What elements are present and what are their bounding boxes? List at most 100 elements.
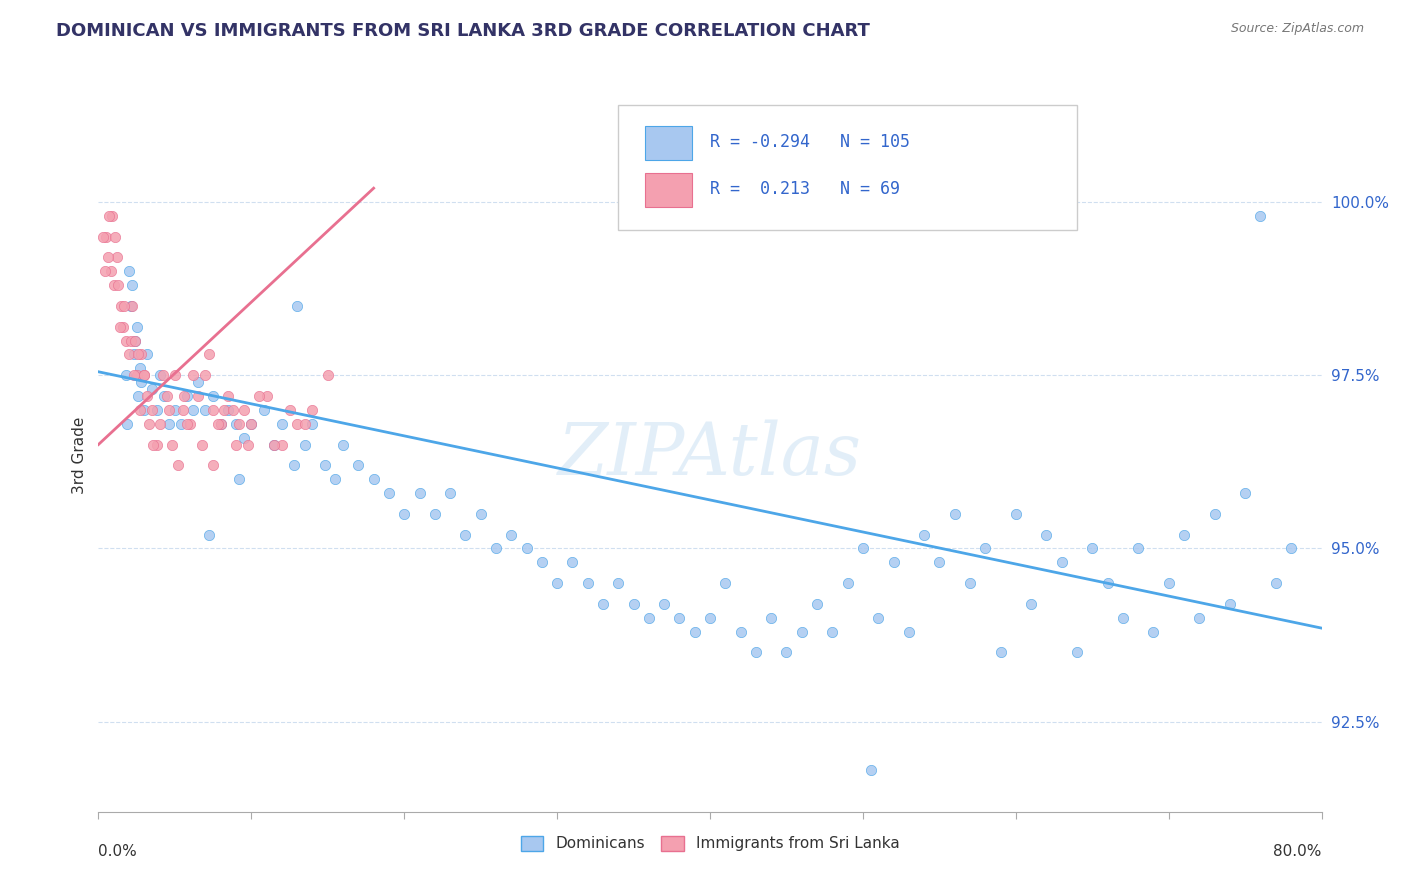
Point	[516, 541, 538, 556]
Point	[191, 437, 214, 451]
Point	[94, 229, 117, 244]
Point	[134, 368, 156, 383]
Point	[943, 507, 966, 521]
Point	[530, 555, 553, 569]
Text: ZIPAtlas: ZIPAtlas	[558, 419, 862, 491]
Point	[160, 437, 183, 451]
Point	[806, 597, 828, 611]
Point	[470, 507, 492, 521]
Point	[181, 403, 204, 417]
Point	[197, 527, 219, 541]
Point	[270, 417, 294, 431]
Point	[194, 368, 217, 383]
Point	[187, 389, 209, 403]
Point	[592, 597, 614, 611]
Point	[111, 319, 134, 334]
Point	[256, 389, 278, 403]
Point	[699, 611, 721, 625]
Point	[138, 417, 160, 431]
Point	[301, 417, 323, 431]
Point	[314, 458, 336, 473]
Y-axis label: 3rd Grade: 3rd Grade	[72, 417, 87, 493]
Point	[912, 527, 935, 541]
Point	[232, 403, 254, 417]
Point	[124, 334, 146, 348]
Point	[821, 624, 844, 639]
Point	[1019, 597, 1042, 611]
Point	[240, 417, 263, 431]
Point	[683, 624, 706, 639]
Point	[301, 403, 323, 417]
Point	[152, 368, 174, 383]
Point	[209, 417, 232, 431]
Point	[1219, 597, 1241, 611]
Point	[228, 417, 250, 431]
Point	[1250, 209, 1272, 223]
Point	[156, 389, 179, 403]
Point	[120, 299, 142, 313]
Point	[157, 417, 180, 431]
Point	[142, 437, 165, 451]
Point	[170, 417, 193, 431]
Point	[790, 624, 813, 639]
Point	[104, 229, 127, 244]
Point	[745, 645, 768, 659]
Point	[1204, 507, 1226, 521]
Point	[332, 437, 354, 451]
Point	[128, 403, 150, 417]
Point	[959, 576, 981, 591]
Point	[197, 347, 219, 361]
Point	[117, 417, 139, 431]
Point	[141, 403, 163, 417]
Point	[134, 368, 156, 383]
Legend: Dominicans, Immigrants from Sri Lanka: Dominicans, Immigrants from Sri Lanka	[515, 830, 905, 857]
Point	[990, 645, 1012, 659]
Point	[1066, 645, 1088, 659]
FancyBboxPatch shape	[619, 105, 1077, 230]
Point	[252, 403, 274, 417]
Point	[103, 278, 125, 293]
Point	[157, 403, 180, 417]
Point	[202, 389, 225, 403]
Point	[283, 458, 305, 473]
Point	[668, 611, 690, 625]
Point	[118, 347, 141, 361]
Text: R = -0.294   N = 105: R = -0.294 N = 105	[710, 134, 910, 152]
Point	[91, 229, 114, 244]
Point	[974, 541, 997, 556]
Point	[209, 417, 232, 431]
Point	[225, 437, 247, 451]
Point	[207, 417, 229, 431]
Point	[423, 507, 446, 521]
Point	[285, 417, 308, 431]
Point	[1234, 486, 1257, 500]
Point	[228, 472, 250, 486]
Point	[121, 299, 143, 313]
Point	[232, 431, 254, 445]
Point	[485, 541, 508, 556]
Point	[124, 334, 146, 348]
Point	[153, 389, 176, 403]
Point	[1035, 527, 1057, 541]
Point	[1142, 624, 1164, 639]
Point	[145, 403, 167, 417]
Point	[129, 375, 152, 389]
Point	[212, 403, 235, 417]
Point	[181, 368, 204, 383]
Point	[730, 624, 752, 639]
Point	[316, 368, 339, 383]
Point	[623, 597, 645, 611]
Point	[546, 576, 568, 591]
Point	[928, 555, 950, 569]
Point	[105, 251, 128, 265]
Point	[1050, 555, 1073, 569]
Point	[187, 375, 209, 389]
Point	[100, 264, 122, 278]
Point	[217, 389, 239, 403]
Point	[108, 319, 131, 334]
Bar	[645, 126, 692, 161]
Point	[194, 403, 217, 417]
Point	[98, 209, 121, 223]
Point	[454, 527, 477, 541]
Text: 0.0%: 0.0%	[98, 844, 138, 859]
